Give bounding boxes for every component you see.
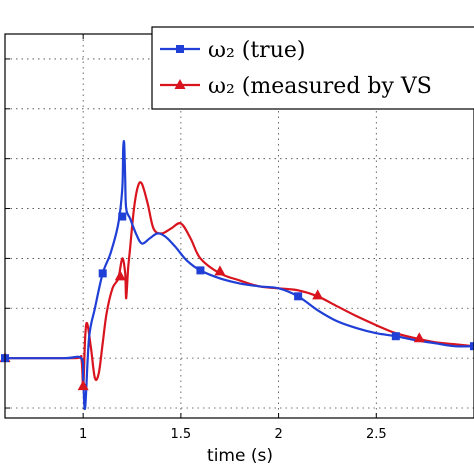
data-point-measured <box>114 270 126 281</box>
legend: ω₂ (true) ω₂ (measured by VS <box>151 26 474 110</box>
data-point-measured <box>214 265 226 276</box>
series-line-true <box>5 140 474 411</box>
x-tick-label: 1 <box>79 427 87 442</box>
legend-box <box>151 26 474 110</box>
legend-swatch-marker <box>176 45 184 53</box>
gridlines <box>5 34 474 418</box>
x-tick-label: 2.5 <box>366 427 387 442</box>
data-point-measured <box>413 332 425 343</box>
data-point-measured <box>312 289 324 300</box>
legend-swatch-marker <box>174 79 186 89</box>
series-lines <box>5 140 474 411</box>
data-point-true <box>294 292 303 301</box>
data-point-measured <box>77 380 89 391</box>
series-markers <box>0 212 474 391</box>
series-line-measured <box>5 181 474 390</box>
data-point-true <box>98 269 107 278</box>
data-point-true <box>196 266 205 275</box>
x-tick-label: 2 <box>274 427 282 442</box>
legend-label: ω₂ (true) <box>208 38 305 63</box>
x-tick-label: 1.5 <box>171 427 192 442</box>
x-axis-label: time (s) <box>207 446 273 466</box>
data-point-true <box>391 332 400 341</box>
legend-label: ω₂ (measured by VS <box>208 74 432 99</box>
data-point-true <box>118 212 127 221</box>
legend-items: ω₂ (true) ω₂ (measured by VS <box>160 38 432 99</box>
x-tick-labels: 1 1.5 2 2.5 <box>79 427 387 442</box>
data-point-true <box>470 342 474 351</box>
